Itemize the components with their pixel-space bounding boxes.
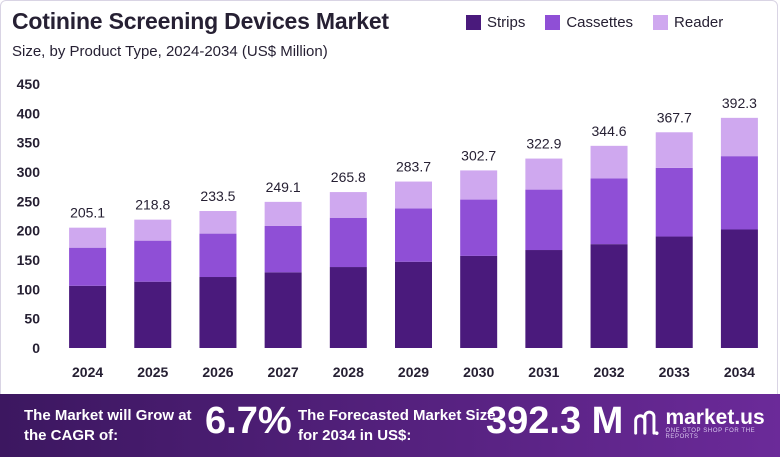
bar-reader-2034 (720, 117, 758, 157)
legend-label-reader: Reader (674, 14, 724, 31)
bar-reader-2031 (525, 158, 563, 190)
bar-strips-2026 (199, 277, 237, 348)
y-tick-label-50: 50 (24, 311, 40, 327)
legend-item-reader: Reader (653, 14, 723, 31)
bar-reader-2025 (134, 219, 172, 241)
x-tick-label-2025: 2025 (137, 364, 168, 380)
bar-strips-2034 (720, 229, 758, 348)
total-label-2031: 322.9 (526, 136, 561, 152)
y-tick-label-200: 200 (17, 223, 41, 239)
x-tick-label-2033: 2033 (659, 364, 690, 380)
x-tick-label-2027: 2027 (268, 364, 299, 380)
brand-logo[interactable]: market.us ONE STOP SHOP FOR THE REPORTS (632, 406, 780, 440)
bar-reader-2032 (590, 145, 628, 179)
x-tick-label-2031: 2031 (528, 364, 559, 380)
total-label-2033: 367.7 (657, 109, 692, 125)
legend-swatch-strips (466, 15, 481, 30)
brand-tagline: ONE STOP SHOP FOR THE REPORTS (665, 428, 756, 440)
x-tick-label-2034: 2034 (724, 364, 755, 380)
total-label-2027: 249.1 (266, 179, 301, 195)
bar-cassettes-2032 (590, 178, 628, 245)
total-label-2029: 283.7 (396, 159, 431, 175)
legend-swatch-reader (653, 15, 669, 30)
total-label-2032: 344.6 (592, 123, 627, 139)
total-label-2028: 265.8 (331, 169, 366, 185)
bar-reader-2024 (69, 227, 107, 248)
bar-cassettes-2027 (264, 225, 302, 273)
x-tick-label-2024: 2024 (72, 364, 103, 380)
forecast-value: 392.3 M (486, 400, 624, 442)
bar-strips-2027 (264, 272, 302, 348)
legend-swatch-cassettes (545, 15, 561, 30)
bar-reader-2033 (655, 132, 693, 168)
legend: Strips Cassettes Reader (466, 14, 723, 31)
summary-banner: The Market will Grow at the CAGR of: 6.7… (0, 394, 780, 457)
bar-cassettes-2034 (720, 156, 758, 230)
bar-reader-2030 (460, 170, 498, 200)
chart-subtitle: Size, by Product Type, 2024-2034 (US$ Mi… (12, 43, 328, 60)
bar-chart: 0 50 100 150 200 250 300 350 400 450 205.1 2024 218.… (17, 76, 758, 380)
bar-strips-2030 (460, 255, 498, 348)
forecast-label: The Forecasted Market Size for 2034 in U… (298, 407, 496, 444)
cagr-label: The Market will Grow at the CAGR of: (24, 407, 192, 444)
brand-name: market.us (665, 406, 765, 429)
bar-cassettes-2033 (655, 167, 693, 237)
x-tick-label-2030: 2030 (463, 364, 494, 380)
legend-item-strips: Strips (466, 14, 525, 31)
bar-cassettes-2029 (395, 208, 432, 262)
bar-strips-2029 (395, 261, 432, 348)
bar-strips-2025 (134, 281, 172, 348)
bar-cassettes-2024 (69, 247, 107, 286)
bar-reader-2029 (395, 181, 432, 209)
bar-cassettes-2028 (329, 217, 367, 268)
y-tick-label-0: 0 (32, 340, 40, 356)
x-tick-label-2028: 2028 (333, 364, 364, 380)
total-label-2024: 205.1 (70, 205, 105, 221)
bar-cassettes-2031 (525, 189, 563, 251)
total-label-2030: 302.7 (461, 147, 496, 163)
market-us-logo-icon (634, 410, 659, 435)
y-tick-label-100: 100 (17, 281, 41, 297)
total-label-2026: 233.5 (200, 188, 235, 204)
bar-cassettes-2030 (460, 199, 498, 256)
y-tick-label-350: 350 (17, 135, 41, 151)
bar-reader-2027 (264, 201, 302, 226)
bar-strips-2032 (590, 244, 628, 348)
bar-cassettes-2025 (134, 240, 172, 282)
bar-reader-2028 (329, 192, 367, 218)
y-tick-label-450: 450 (17, 76, 41, 92)
bar-strips-2033 (655, 236, 693, 348)
total-label-2025: 218.8 (135, 197, 170, 213)
bar-strips-2028 (329, 267, 367, 348)
x-tick-label-2026: 2026 (202, 364, 233, 380)
y-tick-label-250: 250 (17, 193, 41, 209)
x-tick-label-2032: 2032 (593, 364, 624, 380)
legend-label-cassettes: Cassettes (566, 14, 634, 31)
bar-strips-2024 (69, 285, 107, 348)
total-label-2034: 392.3 (722, 95, 757, 111)
chart-title: Cotinine Screening Devices Market (12, 8, 389, 34)
legend-item-cassettes: Cassettes (545, 14, 633, 31)
y-tick-label-300: 300 (17, 164, 41, 180)
cagr-value: 6.7% (205, 400, 292, 442)
bar-cassettes-2026 (199, 233, 237, 278)
y-tick-label-150: 150 (17, 252, 41, 268)
legend-label-strips: Strips (487, 14, 526, 31)
bar-reader-2026 (199, 211, 237, 234)
x-tick-label-2029: 2029 (398, 364, 429, 380)
bar-strips-2031 (525, 250, 563, 348)
y-tick-label-400: 400 (17, 105, 41, 121)
